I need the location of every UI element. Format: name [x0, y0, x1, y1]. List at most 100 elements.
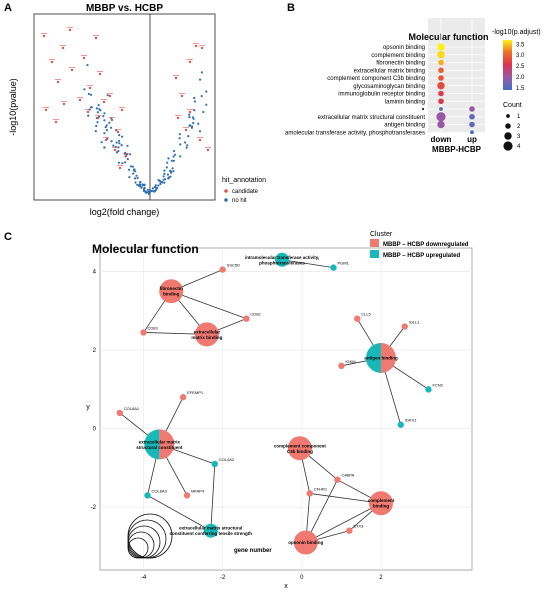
volcano-point-nohit — [166, 161, 169, 164]
network-legend-key-down — [370, 239, 379, 247]
volcano-point-nohit — [163, 169, 166, 172]
network-term-node-up-half — [144, 429, 160, 460]
volcano-point-nohit — [193, 109, 196, 112]
volcano-point-nohit — [87, 92, 90, 96]
volcano-point-candidate — [113, 148, 117, 152]
network-term-node — [275, 252, 290, 267]
dotplot-term-label: fibronectin binding — [376, 61, 425, 67]
volcano-point-nohit — [205, 90, 208, 93]
volcano-point-candidate — [42, 34, 46, 38]
network-gene-node — [425, 386, 432, 393]
volcano-point-nohit — [89, 93, 93, 96]
network-gene-label: COL8A1 — [124, 406, 140, 411]
volcano-point-nohit — [167, 157, 170, 160]
network-gene-label: SSC5D — [227, 263, 240, 268]
volcano-point-nohit — [141, 183, 144, 186]
network-gene-node — [179, 394, 187, 401]
volcano-point-candidate — [98, 72, 102, 76]
volcano-point-candidate — [206, 148, 210, 152]
dotplot-term-label: extracellular matrix structural constitu… — [318, 115, 426, 121]
network-term-label: complement component C3b binding — [274, 443, 327, 454]
network-legend-up: MBBP – HCBP upregulated — [383, 253, 460, 259]
panel-c-letter: C — [4, 231, 12, 243]
volcano-point-nohit — [117, 139, 121, 142]
volcano-point-nohit — [156, 187, 159, 190]
volcano-point-nohit — [157, 179, 160, 182]
volcano-point-nohit — [102, 115, 105, 118]
network-ylabel: y — [86, 404, 90, 411]
dotplot-size-legend-label: 3 — [517, 134, 521, 140]
volcano-point-nohit — [136, 176, 139, 180]
volcano-xlabel: log2(fold change) — [90, 207, 160, 217]
volcano-point-nohit — [133, 168, 136, 171]
network-legend-title: Cluster — [370, 231, 393, 238]
volcano-point-candidate — [118, 166, 122, 170]
dotplot-color-legend-tick: 3.5 — [516, 42, 525, 48]
volcano-point-candidate — [56, 80, 60, 84]
volcano-point-nohit — [95, 124, 98, 128]
go-network-plot: -4 -2 0 2 -2 0 2 4 Molecular function x y Cluster MB… — [86, 231, 473, 590]
dotplot-color-legend-tick: 1.5 — [516, 86, 525, 92]
network-y-tick: -2 — [91, 505, 97, 511]
volcano-point-nohit — [169, 170, 172, 173]
volcano-point-nohit — [105, 124, 108, 127]
volcano-point-nohit — [87, 114, 90, 117]
network-gene-node — [144, 492, 151, 499]
volcano-point-nohit — [132, 172, 135, 175]
volcano-point-nohit — [108, 121, 111, 124]
volcano-point-candidate — [108, 94, 112, 98]
volcano-point-nohit — [172, 159, 175, 162]
volcano-point-nohit — [128, 176, 131, 179]
dotplot-point — [470, 130, 474, 135]
network-term-node-down-half — [159, 429, 175, 460]
dotplot-color-legend-tick: 2.0 — [516, 75, 525, 81]
volcano-point-nohit — [205, 103, 208, 106]
panel-a-letter: A — [4, 2, 12, 14]
network-term-label: opsonin binding — [288, 540, 323, 545]
dotplot-point — [438, 67, 444, 74]
volcano-point-nohit — [143, 188, 146, 191]
dotplot-category-label: down — [431, 135, 452, 144]
volcano-point-nohit — [178, 133, 181, 136]
volcano-point-nohit — [199, 78, 202, 81]
dotplot-term-label: intramolecular transferase activity, pho… — [285, 130, 425, 136]
volcano-point-nohit — [161, 181, 164, 184]
volcano-point-nohit — [134, 181, 137, 184]
volcano-point-candidate — [188, 110, 192, 114]
dotplot-point — [469, 121, 475, 128]
volcano-point-candidate — [61, 46, 65, 50]
volcano-point-nohit — [193, 100, 196, 103]
volcano-point-candidate — [94, 36, 98, 40]
volcano-point-nohit — [90, 106, 93, 109]
network-size-legend-circle — [127, 531, 155, 559]
volcano-point-nohit — [139, 180, 142, 184]
volcano-point-nohit — [136, 183, 139, 186]
volcano-point-candidate — [102, 100, 106, 104]
volcano-point-nohit — [83, 88, 86, 91]
volcano-point-candidate — [174, 76, 178, 80]
network-gene-node — [346, 527, 353, 534]
network-edge — [147, 495, 212, 532]
dotplot-point — [437, 43, 445, 51]
volcano-point-nohit — [109, 126, 112, 129]
volcano-point-nohit — [197, 122, 200, 125]
volcano-point-nohit — [143, 184, 146, 187]
network-gene-label: CFHR1 — [314, 486, 328, 491]
volcano-point-nohit — [103, 146, 106, 149]
volcano-point-nohit — [188, 124, 191, 127]
volcano-point-nohit — [138, 183, 142, 186]
network-gene-node — [334, 476, 341, 483]
volcano-point-nohit — [103, 112, 106, 115]
network-x-tick: -2 — [220, 575, 226, 581]
volcano-point-nohit — [147, 190, 150, 194]
network-term-label: fibronectin binding — [160, 286, 184, 297]
network-gene-node — [330, 264, 337, 271]
network-gene-node — [306, 490, 313, 497]
network-term-node-up-half — [365, 342, 381, 373]
volcano-point-candidate — [54, 120, 58, 124]
volcano-point-candidate — [198, 138, 202, 142]
volcano-point-candidate — [188, 60, 192, 64]
dotplot-category-label: up — [467, 135, 477, 144]
network-term-label: complement binding — [368, 498, 395, 509]
volcano-point-nohit — [121, 135, 124, 138]
